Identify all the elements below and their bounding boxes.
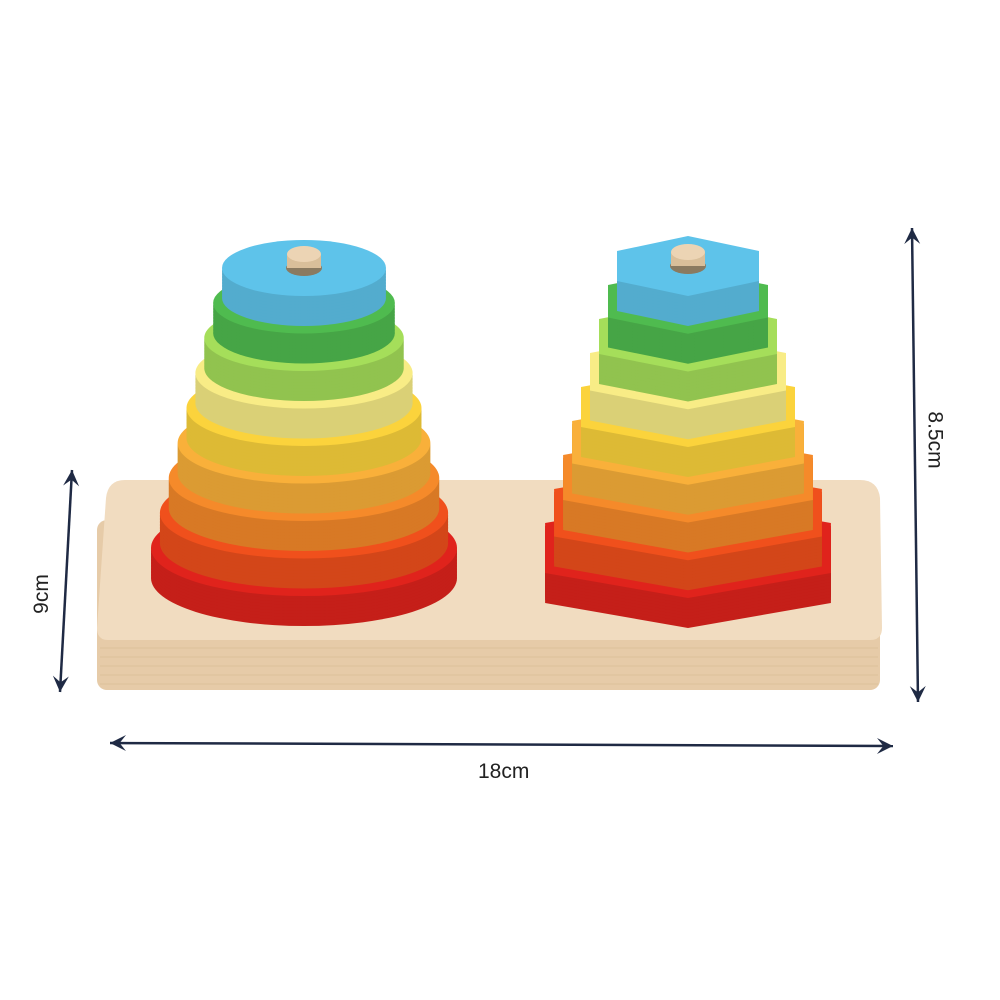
arrowhead-icon: [63, 470, 80, 487]
wooden-peg: [287, 246, 321, 262]
dimension-line: [58, 469, 74, 693]
arrowhead-icon: [110, 735, 127, 752]
hexagon-ring: [617, 236, 759, 326]
round-ring-stack: [151, 240, 457, 626]
arrowhead-icon: [876, 737, 893, 754]
height-label: 8.5cm: [923, 411, 947, 469]
dimension-arrows: [52, 227, 926, 754]
wooden-peg: [671, 244, 705, 260]
hexagon-ring-stack: [545, 236, 831, 628]
depth-label: 9cm: [29, 574, 53, 614]
dimension-line: [910, 227, 920, 703]
arrowhead-icon: [52, 675, 69, 692]
dimension-line: [109, 741, 894, 748]
width-label: 18cm: [478, 760, 530, 783]
arrowhead-icon: [909, 685, 926, 702]
arrowhead-icon: [904, 228, 921, 245]
